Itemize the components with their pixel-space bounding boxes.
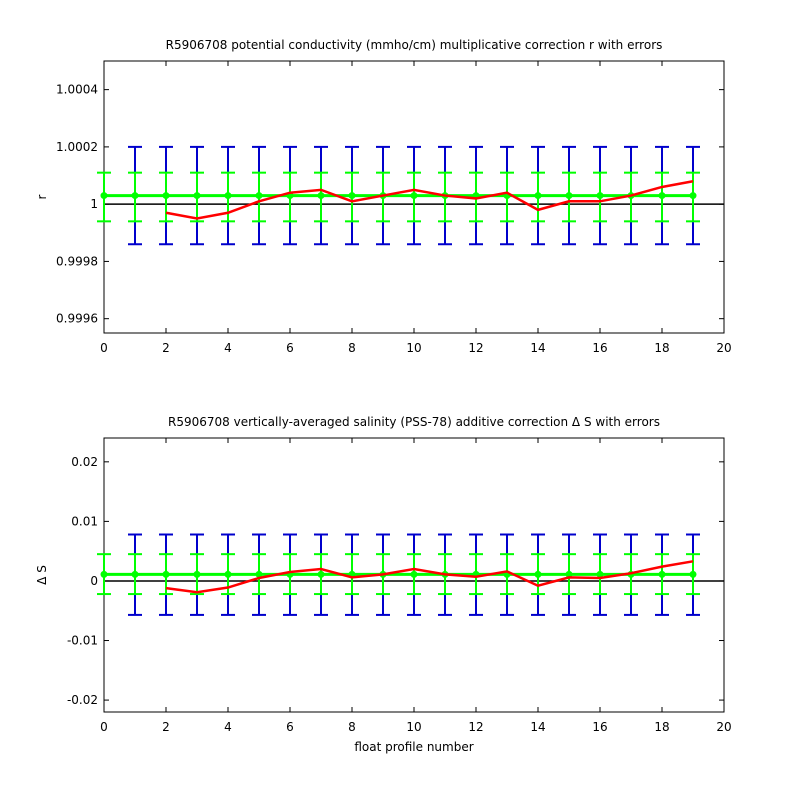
series-line-1 — [165, 560, 694, 594]
series-point — [689, 192, 697, 200]
chart-panel-2: R5906708 vertically-averaged salinity (P… — [35, 415, 732, 754]
y-tick-label: -0.01 — [67, 634, 98, 648]
y-axis-label: r — [35, 194, 49, 199]
x-tick-label: 12 — [468, 720, 483, 734]
series-point — [100, 570, 108, 578]
series-line-1 — [165, 180, 694, 220]
y-tick-label: 0.9998 — [56, 254, 98, 268]
x-tick-label: 10 — [406, 720, 421, 734]
x-tick-label: 4 — [224, 341, 232, 355]
series-point — [658, 192, 666, 200]
x-tick-label: 4 — [224, 720, 232, 734]
series-point — [255, 192, 263, 200]
series-point — [193, 192, 201, 200]
y-tick-label: 1 — [90, 197, 98, 211]
series-point — [162, 570, 170, 578]
series-point — [317, 570, 325, 578]
chart-panel-1: R5906708 potential conductivity (mmho/cm… — [35, 38, 732, 355]
x-axis-label: float profile number — [354, 740, 473, 754]
series-point — [317, 192, 325, 200]
x-tick-label: 18 — [654, 341, 669, 355]
x-tick-label: 20 — [716, 720, 731, 734]
series-point — [565, 192, 573, 200]
series-point — [131, 570, 139, 578]
series-point — [410, 192, 418, 200]
x-tick-label: 10 — [406, 341, 421, 355]
series-point — [534, 570, 542, 578]
series-point — [131, 192, 139, 200]
x-tick-label: 20 — [716, 341, 731, 355]
series-point — [689, 570, 697, 578]
series-point — [596, 192, 604, 200]
series-point — [162, 192, 170, 200]
x-tick-label: 6 — [286, 341, 294, 355]
x-tick-label: 8 — [348, 720, 356, 734]
chart-title: R5906708 potential conductivity (mmho/cm… — [166, 38, 663, 52]
series-point — [658, 570, 666, 578]
y-tick-label: 0.01 — [71, 514, 98, 528]
x-tick-label: 2 — [162, 341, 170, 355]
series-point — [193, 570, 201, 578]
series-point — [534, 192, 542, 200]
x-tick-label: 14 — [530, 341, 545, 355]
x-tick-label: 2 — [162, 720, 170, 734]
x-tick-label: 16 — [592, 720, 607, 734]
x-tick-label: 0 — [100, 341, 108, 355]
series-point — [224, 570, 232, 578]
series-point — [410, 570, 418, 578]
x-tick-label: 6 — [286, 720, 294, 734]
series-point — [348, 192, 356, 200]
y-tick-label: 1.0002 — [56, 140, 98, 154]
x-tick-label: 16 — [592, 341, 607, 355]
y-tick-label: 0 — [90, 574, 98, 588]
series-point — [224, 192, 232, 200]
y-tick-label: 0.9996 — [56, 312, 98, 326]
series-point — [100, 192, 108, 200]
y-tick-label: 1.0004 — [56, 83, 98, 97]
x-tick-label: 18 — [654, 720, 669, 734]
x-tick-label: 12 — [468, 341, 483, 355]
y-axis-label: Δ S — [35, 565, 49, 585]
x-tick-label: 0 — [100, 720, 108, 734]
x-tick-label: 14 — [530, 720, 545, 734]
y-tick-label: 0.02 — [71, 455, 98, 469]
y-tick-label: -0.02 — [67, 693, 98, 707]
chart-title: R5906708 vertically-averaged salinity (P… — [168, 415, 660, 429]
x-tick-label: 8 — [348, 341, 356, 355]
